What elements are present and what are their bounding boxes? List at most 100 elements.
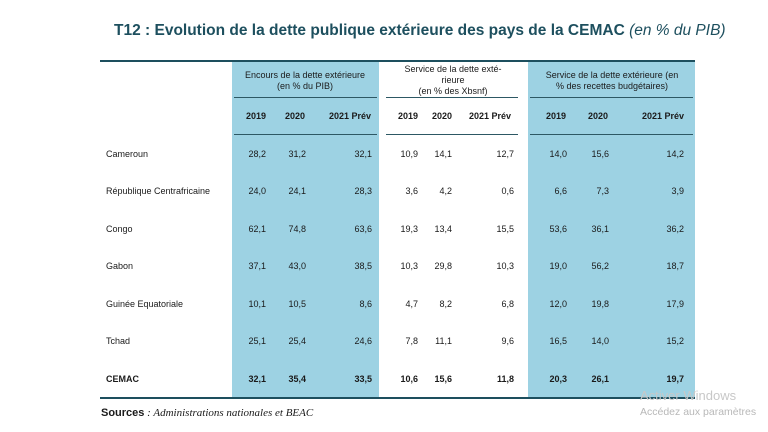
table-cell: 31,2 [288, 149, 306, 159]
table-cell: 14,2 [666, 149, 684, 159]
group-header-line: % des recettes budgétaires) [555, 81, 669, 91]
table-cell: 14,0 [591, 336, 609, 346]
year-header: 2021 Prév [469, 111, 512, 121]
table-cell: 7,8 [405, 336, 418, 346]
row-label-tchad: Tchad [106, 336, 131, 346]
group-header-line: Service de la dette extérieure (en [545, 70, 679, 80]
year-rule [530, 134, 693, 135]
table-cell: 13,4 [434, 224, 452, 234]
table-cell: 10,1 [248, 299, 266, 309]
group-header-line: rieure [441, 75, 465, 85]
table-cell: 37,1 [248, 261, 266, 271]
table-top-rule [100, 60, 695, 62]
title-main: T12 : Evolution de la dette publique ext… [114, 22, 625, 39]
group-header-line: Encours de la dette extérieure [244, 70, 366, 80]
year-header: 2020 [285, 111, 306, 121]
table-cell: 6,6 [554, 186, 567, 196]
table-cell: 43,0 [288, 261, 306, 271]
table-cell: 11,1 [435, 336, 452, 346]
table-cell: 32,1 [354, 149, 372, 159]
table-cell-total: 33,5 [354, 374, 372, 384]
table-cell: 53,6 [549, 224, 567, 234]
table-cell-total: 11,8 [496, 374, 514, 384]
table-cell: 14,0 [549, 149, 567, 159]
row-label-cemac: CEMAC [106, 374, 139, 384]
year-header: 2019 [546, 111, 567, 121]
table-cell-total: 10,6 [400, 374, 418, 384]
table-cell: 25,4 [288, 336, 306, 346]
table-cell-total: 19,7 [666, 374, 684, 384]
table-cell: 24,0 [248, 186, 266, 196]
table-cell: 15,2 [666, 336, 684, 346]
table-cell: 12,7 [496, 149, 514, 159]
table-cell: 15,6 [591, 149, 609, 159]
table-cell: 0,6 [501, 186, 514, 196]
table-bottom-rule [100, 397, 695, 399]
group-header-encours: Encours de la dette extérieure (en % du … [234, 70, 376, 92]
table-cell: 10,3 [400, 261, 418, 271]
table-cell: 74,8 [288, 224, 306, 234]
table-cell: 6,8 [501, 299, 514, 309]
year-rule [234, 134, 377, 135]
table-cell: 18,7 [666, 261, 684, 271]
year-header: 2021 Prév [329, 111, 372, 121]
table-cell: 10,9 [400, 149, 418, 159]
table-cell: 36,2 [666, 224, 684, 234]
table-cell: 15,5 [496, 224, 514, 234]
row-label-guinee-equatoriale: Guinée Equatoriale [106, 299, 184, 309]
year-header: 2021 Prév [642, 111, 685, 121]
group-rule [386, 97, 518, 98]
table-cell: 17,9 [666, 299, 684, 309]
table-cell: 10,3 [496, 261, 514, 271]
table-cell: 29,8 [434, 261, 452, 271]
title-unit: (en % du PIB) [629, 22, 726, 39]
windows-activation-watermark: Activer Windows [640, 388, 737, 403]
table-cell: 9,6 [501, 336, 514, 346]
table-cell: 19,3 [400, 224, 418, 234]
sources-note: Sources : Administrations nationales et … [101, 407, 313, 419]
group-rule [530, 97, 693, 98]
table-cell: 28,3 [354, 186, 372, 196]
year-header: 2020 [432, 111, 453, 121]
table-cell: 38,5 [354, 261, 372, 271]
table-cell: 12,0 [549, 299, 567, 309]
year-header: 2020 [588, 111, 609, 121]
group-header-line: (en % des Xbsnf) [418, 86, 488, 96]
row-label-rca: République Centrafricaine [106, 186, 211, 196]
table-cell: 24,6 [354, 336, 372, 346]
year-rule [386, 134, 518, 135]
table-cell: 62,1 [248, 224, 266, 234]
table-cell: 25,1 [248, 336, 266, 346]
table-cell: 10,5 [288, 299, 306, 309]
group-rule [234, 97, 377, 98]
table-cell: 63,6 [354, 224, 372, 234]
table-cell: 14,1 [434, 149, 452, 159]
row-label-congo: Congo [106, 224, 133, 234]
table-cell: 8,6 [359, 299, 372, 309]
sources-text: : Administrations nationales et BEAC [144, 407, 314, 419]
table-cell: 16,5 [549, 336, 567, 346]
table-cell: 19,8 [591, 299, 609, 309]
table-cell-total: 26,1 [591, 374, 609, 384]
page-title: T12 : Evolution de la dette publique ext… [114, 22, 726, 40]
table-cell: 4,2 [439, 186, 452, 196]
group-header-service-xbsnf: Service de la dette exté- rieure (en % d… [386, 64, 520, 97]
table-cell-total: 35,4 [288, 374, 306, 384]
sources-label: Sources [101, 407, 145, 419]
row-label-cameroun: Cameroun [106, 149, 149, 159]
table-cell: 19,0 [549, 261, 567, 271]
group-header-service-recettes: Service de la dette extérieure (en % des… [532, 70, 692, 92]
table-cell: 3,9 [671, 186, 684, 196]
table-cell: 8,2 [439, 299, 452, 309]
table-cell: 36,1 [591, 224, 609, 234]
table-cell-total: 20,3 [549, 374, 567, 384]
table-cell-total: 15,6 [434, 374, 452, 384]
table-cell: 7,3 [596, 186, 609, 196]
group-header-line: (en % du PIB) [276, 81, 334, 91]
windows-activation-link[interactable]: Accédez aux paramètres [640, 406, 757, 418]
table-cell: 56,2 [591, 261, 609, 271]
table-cell: 24,1 [288, 186, 306, 196]
table-cell-total: 32,1 [248, 374, 266, 384]
band-service-recettes [528, 62, 695, 397]
row-label-gabon: Gabon [106, 261, 134, 271]
